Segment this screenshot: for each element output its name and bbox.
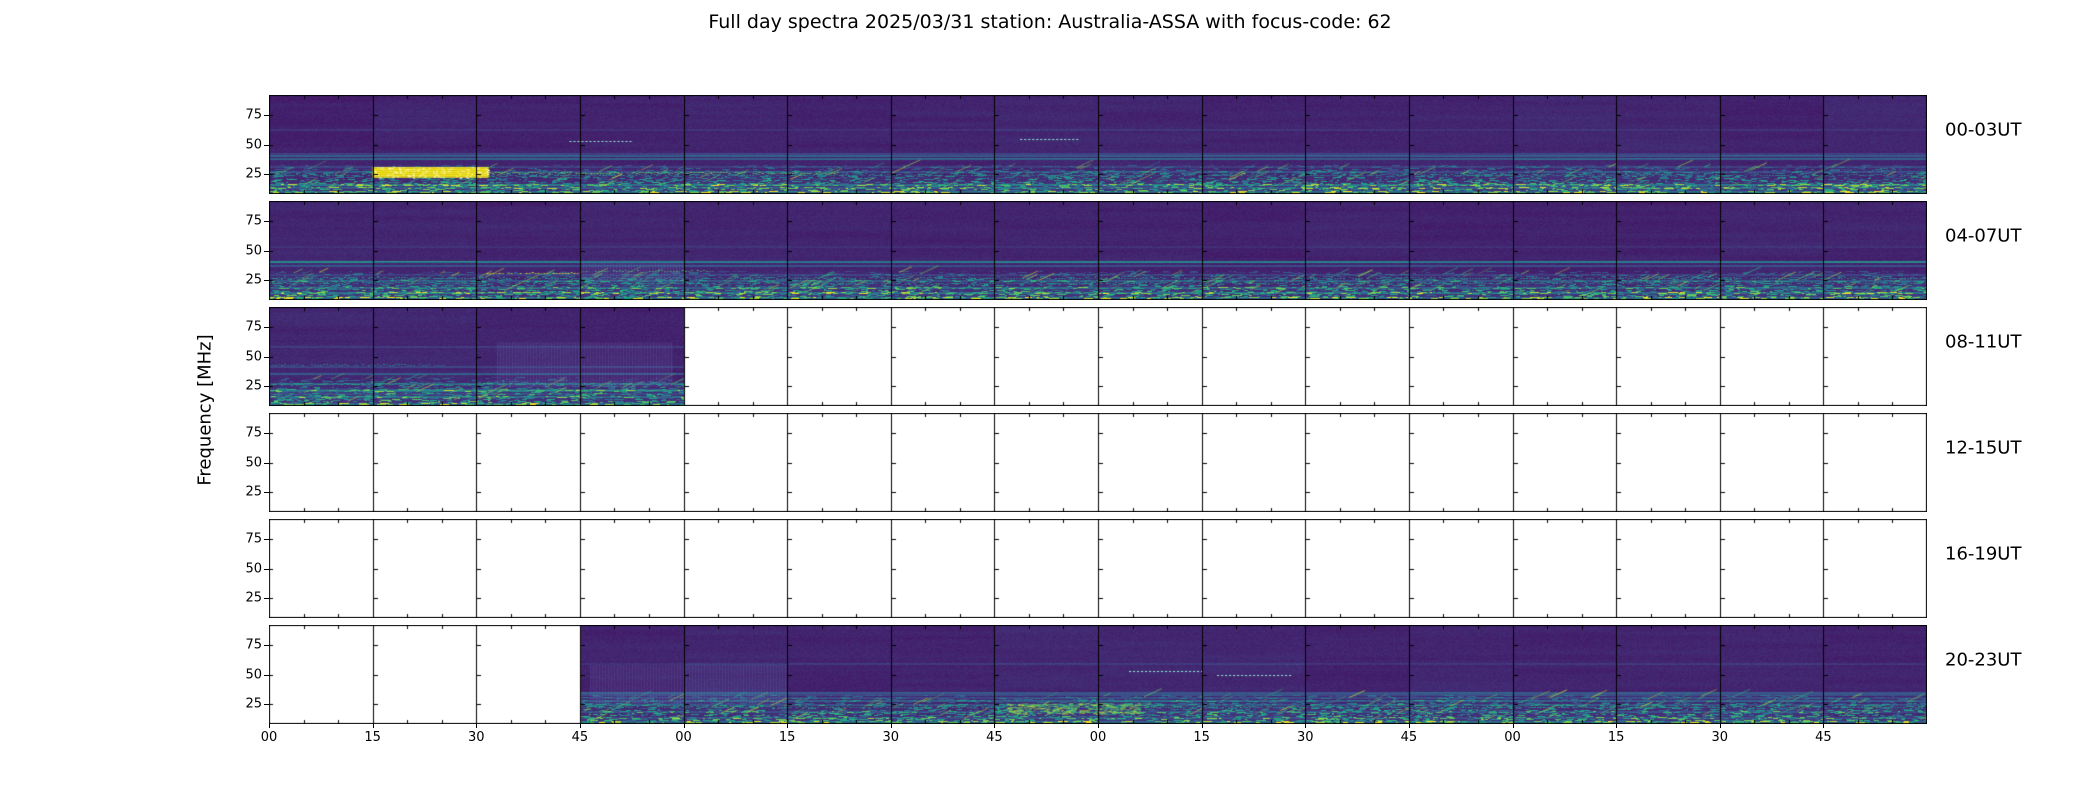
row-time-label: 00-03UT — [1945, 119, 2022, 141]
y-tick-label: 75 — [245, 107, 262, 123]
row-time-label: 12-15UT — [1945, 437, 2022, 459]
y-tick-label: 25 — [245, 166, 262, 182]
x-tick-mark — [1823, 724, 1824, 728]
x-tick-mark — [373, 724, 374, 728]
x-tick-mark — [891, 724, 892, 728]
x-tick-label: 45 — [1815, 730, 1832, 745]
y-tick-label: 75 — [245, 213, 262, 229]
y-tick-mark — [264, 386, 269, 387]
spectrogram-row-12-15ut: 75 50 25 12-15UT — [245, 413, 2021, 512]
x-tick-mark — [1616, 724, 1617, 728]
y-axis-label: Frequency [MHz] — [194, 334, 216, 486]
x-tick-label: 30 — [1296, 730, 1314, 745]
y-tick-label: 50 — [245, 349, 262, 364]
y-tick-mark — [264, 492, 269, 493]
y-tick-label: 50 — [245, 137, 262, 152]
x-tick-label: 30 — [1711, 730, 1729, 745]
x-tick-mark — [684, 724, 685, 728]
y-tick-mark — [264, 357, 269, 358]
y-tick-label: 75 — [245, 319, 262, 335]
y-tick-label: 50 — [245, 455, 262, 470]
y-tick-mark — [264, 433, 269, 434]
x-tick-mark — [1202, 724, 1203, 728]
y-tick-mark — [264, 174, 269, 175]
spectrogram-row-04-07ut: 75 50 25 04-07UT — [245, 201, 2021, 300]
y-tick-label: 25 — [245, 272, 262, 288]
y-tick-label: 25 — [245, 378, 262, 394]
y-tick-label: 25 — [245, 590, 262, 606]
y-tick-label: 50 — [245, 667, 262, 682]
spectrogram-canvas — [269, 413, 1927, 512]
y-tick-label: 50 — [245, 243, 262, 258]
y-tick-label: 75 — [245, 637, 262, 653]
y-tick-label: 50 — [245, 561, 262, 576]
x-tick-label: 45 — [571, 730, 589, 745]
y-tick-mark — [264, 463, 269, 464]
chart-title: Full day spectra 2025/03/31 station: Aus… — [708, 11, 1392, 33]
y-tick-mark — [264, 645, 269, 646]
row-time-label: 16-19UT — [1945, 543, 2022, 565]
x-tick-label: 00 — [1089, 730, 1107, 745]
x-tick-label: 30 — [882, 730, 900, 745]
row-time-label: 20-23UT — [1945, 649, 2022, 671]
y-tick-mark — [264, 675, 269, 676]
spectrogram-row-00-03ut: 75 50 25 00-03UT — [245, 95, 2021, 194]
row-time-label: 04-07UT — [1945, 225, 2022, 247]
spectrogram-canvas — [269, 625, 1927, 724]
y-tick-mark — [264, 115, 269, 116]
y-tick-label: 25 — [245, 484, 262, 500]
y-tick-label: 75 — [245, 531, 262, 547]
x-tick-label: 45 — [1400, 730, 1418, 745]
y-tick-label: 25 — [245, 696, 262, 712]
y-tick-mark — [264, 327, 269, 328]
x-tick-mark — [994, 724, 995, 728]
x-tick-mark — [787, 724, 788, 728]
x-tick-mark — [1720, 724, 1721, 728]
y-tick-mark — [264, 251, 269, 252]
x-tick-mark — [1098, 724, 1099, 728]
y-tick-mark — [264, 280, 269, 281]
spectrogram-canvas — [269, 519, 1927, 618]
x-tick-label: 15 — [1193, 730, 1210, 745]
x-tick-mark — [1305, 724, 1306, 728]
y-tick-mark — [264, 569, 269, 570]
x-tick-mark — [476, 724, 477, 728]
spectrogram-canvas — [269, 201, 1927, 300]
x-tick-label: 00 — [1504, 730, 1521, 745]
spectrogram-row-16-19ut: 75 50 25 16-19UT — [245, 519, 2021, 618]
x-tick-label: 45 — [986, 730, 1003, 745]
y-tick-mark — [264, 539, 269, 540]
y-tick-mark — [264, 145, 269, 146]
y-tick-mark — [264, 598, 269, 599]
spectrogram-canvas — [269, 307, 1927, 406]
x-tick-mark — [580, 724, 581, 728]
y-tick-mark — [264, 704, 269, 705]
row-time-label: 08-11UT — [1945, 331, 2022, 353]
x-tick-mark — [269, 724, 270, 728]
spectrogram-row-08-11ut: 75 50 25 08-11UT — [245, 307, 2021, 406]
x-tick-label: 00 — [260, 730, 278, 745]
x-tick-label: 15 — [778, 730, 796, 745]
x-tick-mark — [1513, 724, 1514, 728]
y-tick-mark — [264, 221, 269, 222]
spectrogram-row-20-23ut: 75 50 25 20-23UT — [245, 625, 2021, 724]
x-tick-label: 00 — [675, 730, 692, 745]
x-axis: 00 15 30 45 00 15 30 45 00 15 30 45 00 15 30 45 — [261, 724, 1927, 764]
x-tick-mark — [1409, 724, 1410, 728]
spectrogram-canvas — [269, 95, 1927, 194]
x-tick-label: 30 — [467, 730, 485, 745]
y-tick-label: 75 — [245, 425, 262, 441]
x-tick-label: 15 — [1607, 730, 1625, 745]
x-tick-label: 15 — [364, 730, 381, 745]
